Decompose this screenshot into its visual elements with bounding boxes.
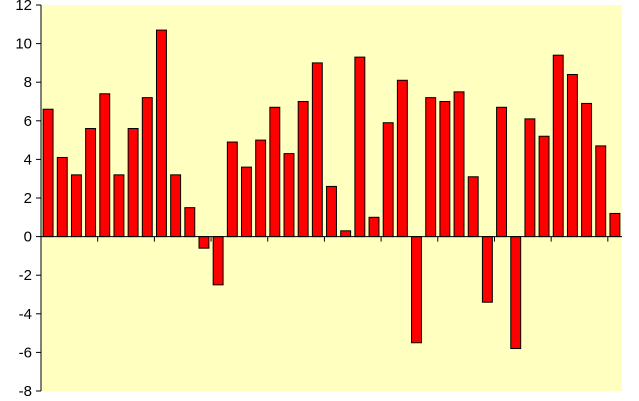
bar bbox=[439, 101, 451, 238]
bar bbox=[396, 79, 408, 238]
bar bbox=[99, 93, 111, 238]
bar bbox=[326, 185, 337, 238]
bar bbox=[127, 128, 139, 238]
bar bbox=[85, 128, 97, 238]
bar bbox=[609, 212, 621, 238]
bar bbox=[170, 174, 182, 238]
bar bbox=[311, 62, 323, 238]
bar bbox=[184, 207, 196, 238]
bar bbox=[297, 101, 309, 238]
bar bbox=[70, 174, 82, 238]
y-tick-label: 4 bbox=[24, 151, 32, 168]
bar bbox=[42, 108, 54, 238]
y-tick-label: -6 bbox=[19, 344, 32, 361]
bar bbox=[510, 236, 522, 350]
y-tick-label: 6 bbox=[24, 113, 32, 130]
bars-group bbox=[42, 29, 621, 350]
bar bbox=[255, 139, 267, 238]
bar bbox=[382, 122, 394, 238]
bar bbox=[453, 91, 465, 238]
bar bbox=[226, 141, 238, 238]
bar bbox=[481, 236, 493, 303]
bar bbox=[212, 236, 224, 286]
bar bbox=[566, 73, 578, 238]
y-tick-label: 10 bbox=[15, 36, 32, 53]
bar bbox=[340, 230, 352, 238]
bar bbox=[552, 54, 564, 238]
bar bbox=[538, 135, 550, 238]
bar bbox=[411, 236, 422, 344]
bar bbox=[113, 174, 125, 238]
bar bbox=[241, 166, 252, 238]
bar bbox=[496, 106, 508, 238]
bar bbox=[368, 216, 380, 238]
bar bbox=[155, 29, 167, 238]
y-tick-label: -2 bbox=[19, 267, 32, 284]
bar bbox=[595, 145, 607, 238]
bar bbox=[141, 97, 153, 238]
bar bbox=[524, 118, 536, 238]
x-axis bbox=[41, 236, 622, 242]
bar bbox=[198, 236, 210, 249]
bar bbox=[269, 106, 281, 238]
y-tick-label: 8 bbox=[24, 74, 32, 91]
bar bbox=[283, 153, 295, 238]
bar bbox=[425, 97, 437, 238]
y-tick-label: 12 bbox=[15, 0, 32, 14]
y-tick-label: 0 bbox=[24, 229, 32, 246]
bar bbox=[581, 102, 593, 238]
bar bbox=[354, 56, 366, 238]
y-tick-label: -8 bbox=[19, 383, 32, 396]
y-axis: 12 10 8 6 4 2 0 -2 -4 -6 -8 bbox=[15, 0, 42, 400]
y-tick-label: 2 bbox=[24, 190, 32, 207]
bar bbox=[56, 156, 68, 238]
y-tick-label: -4 bbox=[19, 306, 32, 323]
bar bbox=[467, 176, 479, 238]
